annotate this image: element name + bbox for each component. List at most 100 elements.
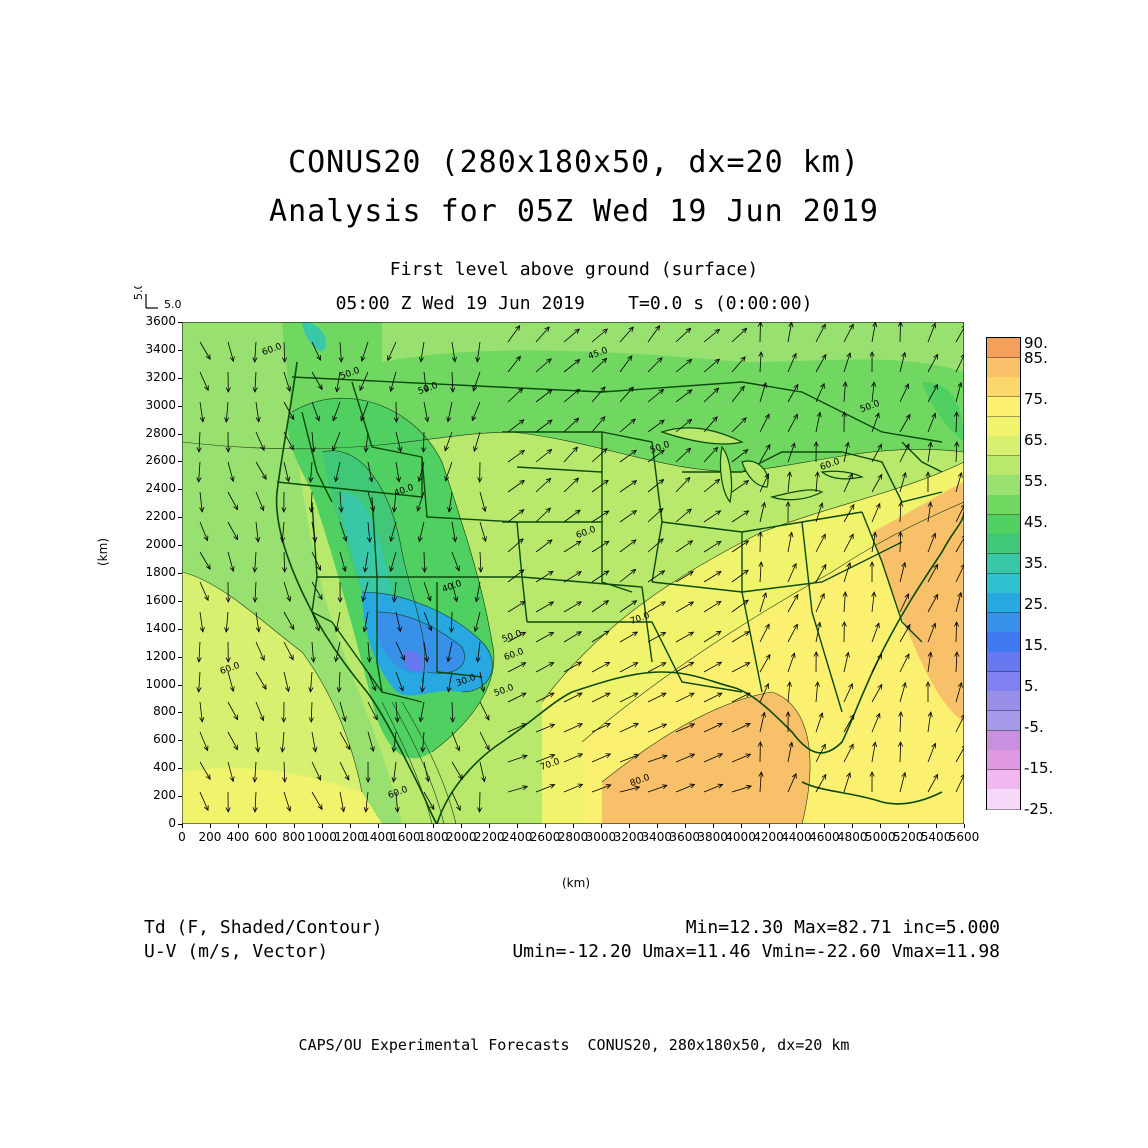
x-tick-label: 1600 [390, 830, 421, 844]
wind-vector-shaft [871, 503, 881, 523]
wind-vector-shaft [927, 323, 936, 343]
wind-vector-head [546, 539, 553, 545]
wind-vector-head [758, 771, 764, 777]
wind-vector-shaft [254, 371, 257, 392]
x-tick-mark [908, 824, 910, 828]
wind-vector-shaft [281, 731, 285, 752]
x-tick-mark [768, 824, 770, 828]
wind-vector-head [848, 533, 854, 540]
wind-vector-shaft [255, 401, 260, 422]
wind-vector-shaft [479, 551, 482, 572]
wind-vector-shaft [955, 715, 964, 733]
wind-vector-head [743, 599, 749, 605]
wind-vector-shaft [563, 753, 583, 763]
wind-vector-shaft [815, 682, 819, 703]
wind-vector-head [791, 562, 797, 569]
wind-vector-shaft [421, 671, 425, 692]
wind-vector-shaft [955, 442, 958, 463]
wind-vector-shaft [507, 450, 525, 463]
colorbar-swatch [987, 514, 1020, 535]
colorbar-swatch [987, 789, 1020, 810]
wind-vector-head [659, 570, 666, 576]
x-axis-label: (km) [562, 876, 591, 890]
x-tick-mark [852, 824, 854, 828]
colorbar-swatch [987, 495, 1020, 516]
wind-vector-shaft [393, 761, 397, 782]
wind-vector-head [224, 627, 230, 633]
wind-vector-head [743, 569, 749, 575]
wind-vector-shaft [390, 551, 397, 572]
dewpoint-minimum [402, 650, 424, 672]
wind-vector-shaft [703, 571, 722, 583]
wind-vector-head [205, 354, 211, 361]
wind-vector-shaft [367, 521, 371, 542]
wind-vector-shaft [871, 444, 882, 463]
wind-vector-shaft [473, 431, 481, 452]
field-shaded-label: Td (F, Shaded/Contour) [144, 917, 383, 938]
wind-vector-head [686, 508, 692, 514]
wind-vector-head [577, 783, 584, 789]
wind-vector-shaft [479, 491, 486, 512]
wind-vector-head [546, 358, 552, 364]
wind-vector-head [844, 441, 850, 448]
wind-vector-head [260, 655, 265, 662]
wind-vector-head [603, 479, 609, 485]
wind-vector-shaft [255, 431, 265, 451]
wind-vector-head [927, 501, 933, 508]
wind-vector-head [764, 683, 769, 689]
colorbar-swatch [987, 710, 1020, 731]
wind-vector-shaft [311, 401, 320, 421]
wind-vector-head [657, 357, 663, 363]
wind-vector-head [715, 510, 722, 516]
wind-vector-shaft [787, 594, 799, 613]
wind-vector-head [452, 536, 458, 543]
wind-vector-head [225, 597, 231, 603]
wind-vector-shaft [507, 480, 525, 493]
wind-vector-shaft [955, 537, 964, 553]
colorbar [986, 337, 1021, 810]
colorbar-swatch [987, 691, 1020, 712]
wind-vector-head [450, 387, 456, 393]
wind-vector-shaft [731, 385, 745, 403]
wind-vector-head [255, 626, 261, 633]
wind-vector-shaft [619, 786, 640, 793]
wind-vector-shaft [283, 401, 295, 420]
wind-vector-head [361, 596, 367, 603]
wind-vector-shaft [703, 416, 718, 433]
wind-vector-head [548, 631, 555, 637]
wind-vector-shaft [471, 401, 481, 421]
x-tick-mark [517, 824, 519, 828]
wind-vector-shaft [367, 641, 370, 662]
wind-vector-head [549, 723, 556, 729]
colorbar-swatch [987, 455, 1020, 476]
wind-vector-head [743, 480, 750, 486]
wind-vector-head [604, 692, 611, 698]
wind-vector-shaft [227, 551, 234, 572]
wind-vector-head [521, 754, 528, 760]
y-tick-mark [178, 656, 182, 658]
wind-vector-head [905, 623, 911, 630]
wind-vector-shaft [703, 661, 722, 673]
wind-vector-head [316, 565, 322, 571]
wind-vector-shaft [283, 791, 291, 812]
wind-vector-shaft [955, 747, 964, 763]
wind-vector-shaft [871, 684, 883, 703]
wind-vector-shaft [198, 431, 201, 452]
wind-vector-shaft [591, 479, 609, 493]
wind-vector-shaft [955, 354, 964, 373]
wind-vector-head [821, 743, 826, 750]
wind-vector-shaft [731, 569, 749, 583]
wind-vector-head [545, 477, 552, 484]
wind-vector-head [686, 358, 693, 365]
wind-vector-shaft [619, 754, 639, 763]
wind-vector-head [790, 442, 796, 449]
wind-vector-head [389, 566, 395, 573]
wind-vector-shaft [390, 371, 397, 392]
vector-scale-vertical: 5.0 [132, 286, 145, 300]
wind-vector-head [901, 561, 907, 568]
wind-vector-shaft [199, 491, 203, 512]
wind-vector-shaft [255, 701, 264, 721]
x-tick-label: 800 [282, 830, 306, 844]
wind-vector-head [961, 745, 964, 748]
y-tick-label: 400 [153, 760, 176, 775]
